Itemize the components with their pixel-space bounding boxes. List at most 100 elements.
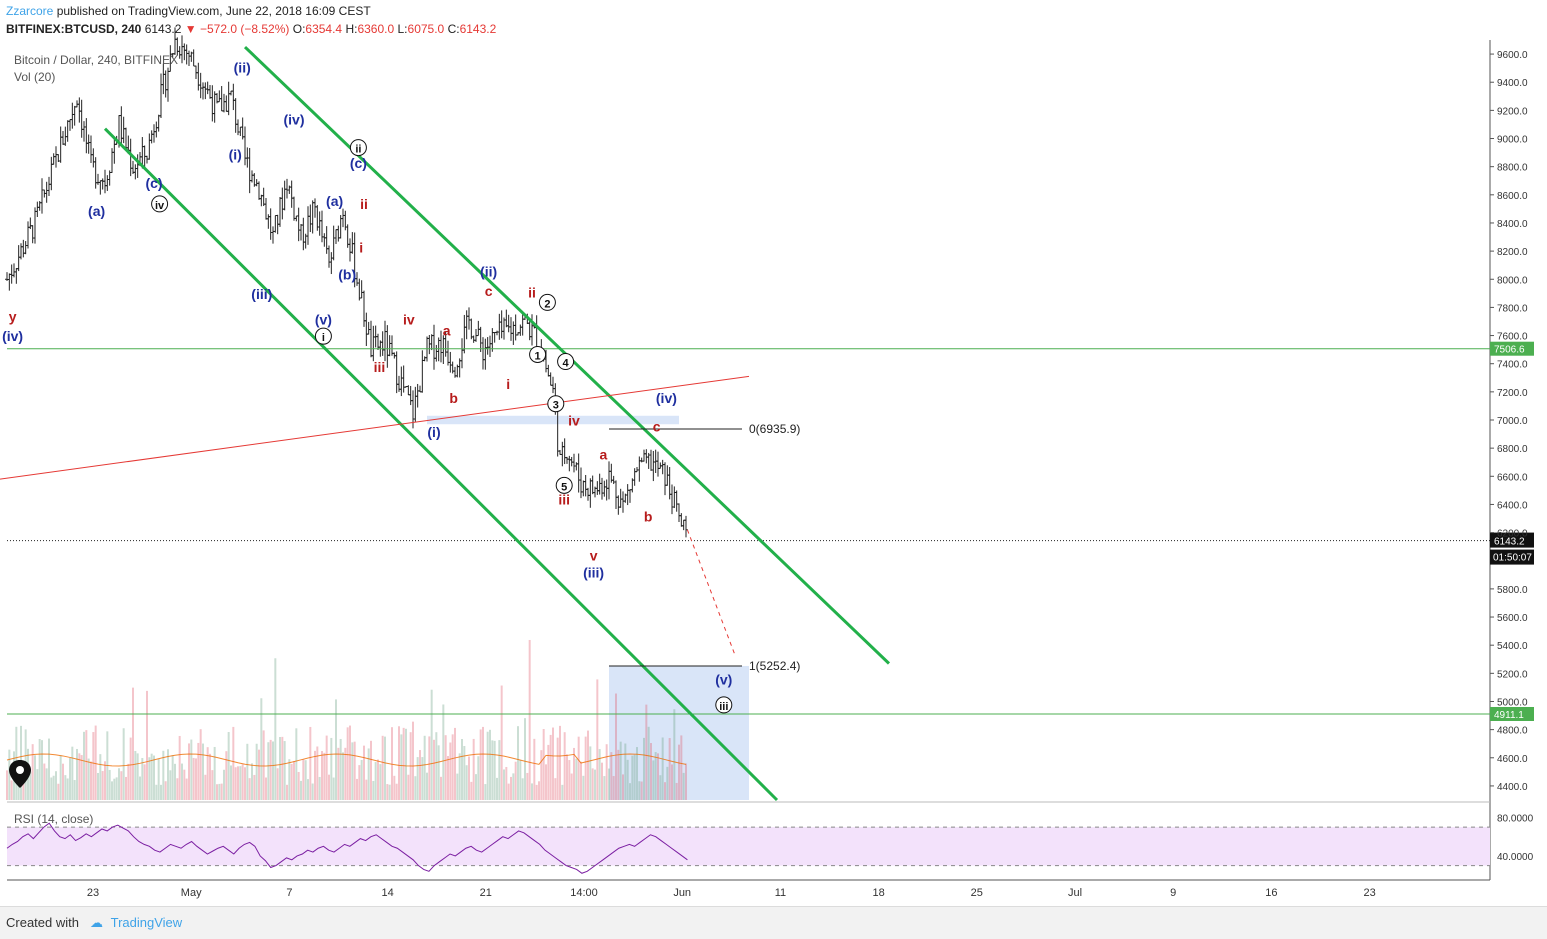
volume-bar: [87, 758, 90, 800]
volume-bar: [153, 755, 155, 800]
price-tick-label: 7400.0: [1497, 360, 1528, 371]
candle: [289, 180, 294, 208]
volume-bar: [323, 752, 326, 800]
volume-bar: [514, 761, 517, 800]
wave-label-circle: [538, 293, 556, 311]
candle: [93, 157, 98, 189]
candle: [469, 318, 474, 340]
volume-bar: [449, 742, 452, 800]
volume-bar: [251, 763, 253, 800]
candle: [271, 226, 275, 244]
author-link[interactable]: Zzarcore: [6, 4, 54, 18]
volume-bar: [197, 742, 200, 800]
wave-label: v: [590, 548, 598, 564]
candle: [201, 82, 205, 100]
candle: [217, 90, 222, 103]
candle: [583, 474, 588, 497]
volume-bar: [321, 751, 323, 800]
candle: [205, 81, 210, 95]
price-tick-label: 9200.0: [1497, 106, 1528, 117]
candle: [581, 480, 586, 497]
volume-bar: [232, 726, 235, 800]
volume-bar: [167, 749, 169, 800]
volume-bar: [428, 736, 431, 800]
candle: [19, 243, 23, 260]
candle: [364, 312, 369, 346]
candle: [497, 313, 502, 340]
candle: [481, 337, 485, 370]
volume-bar: [470, 781, 473, 800]
candle: [551, 376, 555, 394]
wave-label: i: [322, 332, 325, 344]
volume-bar: [680, 735, 683, 800]
volume-bar: [113, 778, 116, 800]
candle: [567, 455, 572, 472]
price-chart[interactable]: 0(6935.9)1(5252.4) y(iv)(a)(c)iv(ii)(i)(…: [0, 0, 1547, 906]
volume-bar: [302, 759, 305, 800]
volume-bar: [666, 766, 669, 800]
volume-bar: [276, 768, 279, 800]
candle: [306, 206, 310, 245]
wave-label: (iv): [284, 111, 305, 127]
volume-bar: [311, 783, 314, 800]
candle: [243, 126, 247, 166]
volume-bar: [547, 744, 550, 800]
volume-bar: [239, 766, 242, 800]
candle: [212, 91, 217, 123]
volume-bar: [619, 741, 622, 800]
volume-bar: [150, 753, 153, 800]
volume-bar: [174, 763, 176, 800]
footer-bar: Created with ☁ TradingView: [0, 906, 1547, 939]
candle: [161, 63, 166, 95]
candle: [177, 46, 182, 59]
volume-bar: [370, 740, 372, 800]
wave-label: 5: [561, 481, 567, 493]
candle: [292, 196, 296, 221]
volume-bar: [108, 769, 111, 800]
candle: [420, 350, 425, 393]
volume-bar: [652, 760, 655, 800]
wave-label-circle: [715, 696, 733, 714]
candle: [121, 116, 126, 144]
candle: [163, 70, 168, 98]
volume-bar: [218, 783, 221, 800]
volume-bar: [391, 727, 393, 800]
candle: [308, 204, 313, 233]
volume-bar: [90, 761, 92, 800]
tradingview-logo-link[interactable]: ☁ TradingView: [90, 915, 182, 931]
volume-bar: [608, 768, 610, 800]
candle: [44, 181, 49, 203]
candle: [334, 229, 338, 244]
volume-bar: [631, 755, 634, 800]
volume-bar: [421, 757, 424, 800]
candle: [637, 456, 642, 482]
volume-bar: [244, 767, 246, 800]
volume-bar: [554, 778, 557, 800]
volume-bar: [612, 776, 615, 800]
candle: [427, 334, 432, 355]
candle: [296, 207, 301, 242]
location-pin-icon[interactable]: [9, 760, 31, 788]
candle: [548, 372, 553, 386]
wave-label: 4: [563, 358, 570, 370]
wave-label: (a): [88, 203, 105, 219]
candle: [219, 86, 224, 112]
candle: [40, 178, 44, 214]
price-tick-label: 6400.0: [1497, 500, 1528, 511]
wave-label: (a): [326, 193, 343, 209]
wave-label: iv: [403, 311, 415, 327]
volume-bar: [211, 770, 214, 800]
price-tick-label: 7000.0: [1497, 416, 1528, 427]
candle: [644, 449, 649, 464]
candle: [483, 338, 488, 370]
wave-label: (iv): [2, 328, 23, 344]
candle: [602, 480, 607, 497]
volume-bar: [139, 776, 141, 800]
volume-bar: [575, 758, 578, 800]
time-tick-label: May: [181, 887, 202, 899]
rsi-label: RSI (14, close): [14, 812, 93, 826]
volume-bar: [563, 732, 566, 800]
candle: [362, 290, 366, 327]
volume-bar: [38, 739, 41, 800]
candle: [651, 450, 656, 482]
